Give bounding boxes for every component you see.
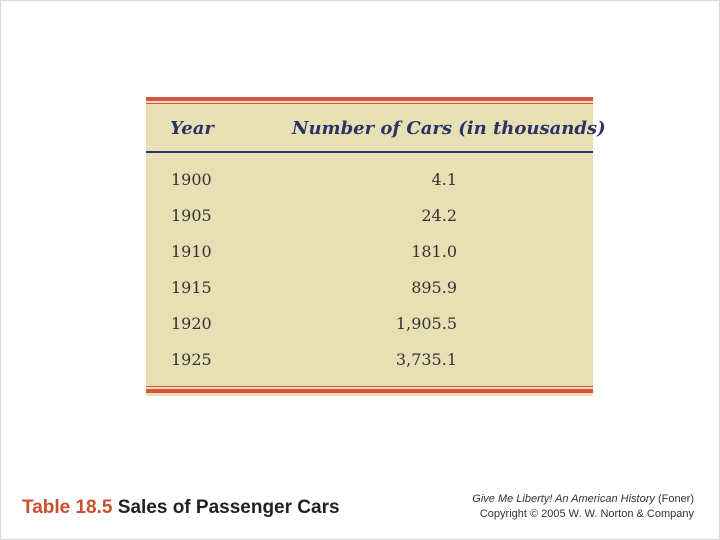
caption-title: Sales of Passenger Cars (117, 497, 340, 518)
data-table (146, 97, 593, 396)
year-cell: 1905 (171, 206, 212, 225)
year-cell: 1900 (171, 170, 212, 189)
table-row: 1900 4.1 (146, 158, 593, 194)
cars-cell: 181.0 (411, 242, 457, 261)
book-author: (Foner) (657, 493, 694, 505)
source-credit: Give Me Liberty! An American History (Fo… (472, 492, 694, 522)
year-cell: 1920 (171, 314, 212, 333)
header-rule (146, 151, 593, 153)
year-cell: 1915 (171, 278, 212, 297)
table-row: 1920 1,905.5 (146, 302, 593, 338)
column-header-year: Year (170, 118, 214, 139)
column-header-cars: Number of Cars (in thousands) (292, 118, 606, 139)
year-cell: 1910 (171, 242, 212, 261)
top-rule (146, 97, 593, 101)
cars-cell: 1,905.5 (395, 314, 457, 333)
book-title: Give Me Liberty! An American History (472, 493, 655, 505)
cars-cell: 3,735.1 (395, 350, 457, 369)
cars-cell: 4.1 (431, 170, 457, 189)
copyright-line: Copyright © 2005 W. W. Norton & Company (479, 508, 694, 520)
cars-cell: 24.2 (421, 206, 457, 225)
table-row: 1910 181.0 (146, 230, 593, 266)
table-caption: Table 18.5 Sales of Passenger Cars (22, 497, 340, 519)
year-cell: 1925 (171, 350, 212, 369)
bottom-rule-thin (146, 386, 593, 387)
table-row: 1925 3,735.1 (146, 338, 593, 374)
caption-number: Table 18.5 (22, 497, 113, 518)
table-row: 1915 895.9 (146, 266, 593, 302)
cars-cell: 895.9 (411, 278, 457, 297)
bottom-rule (146, 389, 593, 393)
top-rule-thin (146, 103, 593, 104)
table-row: 1905 24.2 (146, 194, 593, 230)
